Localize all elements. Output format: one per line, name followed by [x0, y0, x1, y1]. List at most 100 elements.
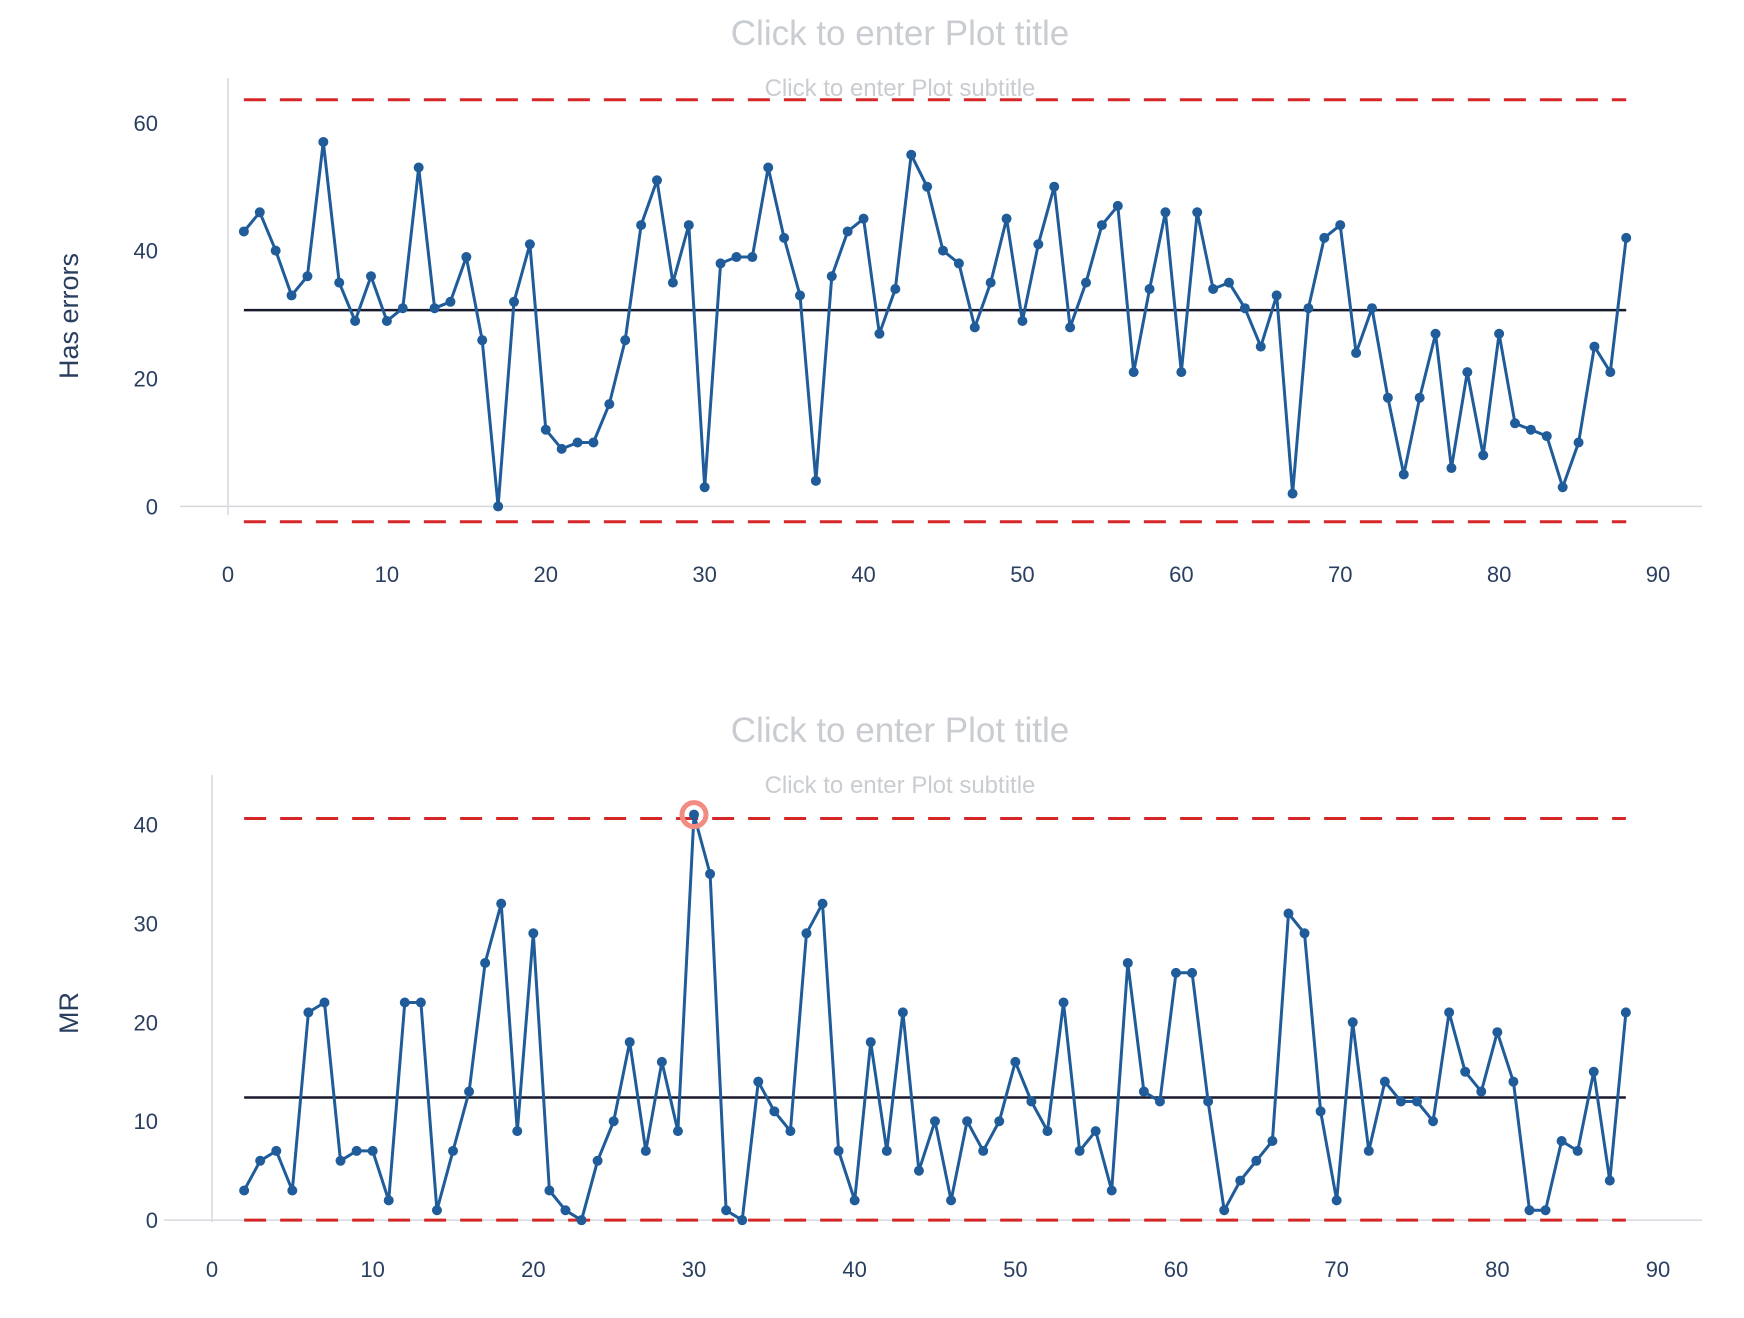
data-point[interactable] [1081, 277, 1091, 288]
data-point[interactable] [897, 1007, 908, 1018]
data-point[interactable] [351, 1145, 362, 1156]
data-point[interactable] [1589, 341, 1600, 352]
data-point[interactable] [930, 1116, 940, 1127]
data-point[interactable] [496, 898, 507, 909]
data-point[interactable] [842, 226, 853, 237]
data-point[interactable] [683, 220, 694, 231]
data-point[interactable] [1033, 239, 1044, 250]
data-point[interactable] [461, 252, 472, 263]
data-point[interactable] [699, 482, 710, 493]
data-point[interactable] [1621, 232, 1632, 243]
data-point[interactable] [509, 296, 519, 307]
data-point[interactable] [431, 1205, 442, 1216]
out-of-control-marker[interactable] [679, 800, 709, 830]
data-point[interactable] [367, 1145, 378, 1156]
data-point[interactable] [1319, 232, 1330, 243]
data-point[interactable] [731, 252, 742, 263]
data-point[interactable] [1090, 1126, 1101, 1137]
data-point[interactable] [448, 1145, 458, 1156]
data-point[interactable] [1138, 1086, 1149, 1097]
data-point[interactable] [1444, 1007, 1455, 1018]
data-point[interactable] [464, 1086, 475, 1097]
data-point[interactable] [335, 1155, 346, 1166]
data-point[interactable] [381, 315, 392, 326]
data-point[interactable] [1128, 367, 1139, 378]
plot-subtitle[interactable]: Click to enter Plot subtitle [765, 772, 1036, 799]
data-point[interactable] [270, 245, 281, 256]
data-point[interactable] [1525, 424, 1536, 435]
data-point[interactable] [1510, 418, 1520, 429]
data-point[interactable] [810, 475, 821, 486]
data-point[interactable] [399, 997, 410, 1008]
data-point[interactable] [1335, 220, 1346, 231]
data-point[interactable] [1398, 469, 1409, 480]
data-point[interactable] [1524, 1205, 1535, 1216]
data-point[interactable] [849, 1195, 860, 1206]
data-point[interactable] [1428, 1116, 1439, 1127]
data-point[interactable] [1096, 220, 1107, 231]
data-point[interactable] [1315, 1106, 1326, 1117]
data-point[interactable] [1042, 1126, 1053, 1137]
data-point[interactable] [1572, 1145, 1583, 1156]
data-point[interactable] [1187, 967, 1198, 978]
data-point[interactable] [588, 437, 599, 448]
data-point[interactable] [672, 1126, 683, 1137]
data-point[interactable] [747, 252, 758, 263]
data-point[interactable] [429, 303, 440, 314]
data-point[interactable] [303, 1007, 314, 1018]
data-point[interactable] [620, 335, 631, 346]
data-point[interactable] [239, 1185, 250, 1196]
data-point[interactable] [906, 149, 917, 160]
data-point[interactable] [1065, 322, 1076, 333]
data-point[interactable] [938, 245, 948, 256]
data-point[interactable] [817, 898, 828, 909]
data-point[interactable] [318, 136, 329, 147]
data-point[interactable] [1255, 341, 1266, 352]
data-point[interactable] [913, 1165, 924, 1176]
data-point[interactable] [1478, 450, 1489, 461]
data-point[interactable] [994, 1116, 1005, 1127]
data-point[interactable] [413, 162, 424, 173]
data-point[interactable] [667, 277, 678, 288]
data-point[interactable] [753, 1076, 764, 1087]
data-point[interactable] [1112, 200, 1123, 211]
data-point[interactable] [715, 258, 726, 269]
data-point[interactable] [1058, 997, 1069, 1008]
data-point[interactable] [763, 162, 774, 173]
plot-subtitle[interactable]: Click to enter Plot subtitle [765, 75, 1036, 102]
plot-title[interactable]: Click to enter Plot title [731, 14, 1069, 53]
data-point[interactable] [1001, 213, 1012, 224]
data-point[interactable] [922, 181, 933, 192]
data-point[interactable] [1395, 1096, 1406, 1107]
data-point[interactable] [640, 1145, 651, 1156]
data-point[interactable] [528, 928, 539, 939]
data-point[interactable] [1494, 328, 1505, 339]
data-point[interactable] [1414, 392, 1425, 403]
data-point[interactable] [1588, 1066, 1599, 1077]
data-point[interactable] [397, 303, 408, 314]
data-point[interactable] [1382, 392, 1393, 403]
data-point[interactable] [874, 328, 885, 339]
data-point[interactable] [1430, 328, 1441, 339]
data-point[interactable] [624, 1037, 635, 1048]
data-point[interactable] [1508, 1076, 1519, 1087]
data-point[interactable] [1412, 1096, 1422, 1107]
data-point[interactable] [1604, 1175, 1615, 1186]
data-point[interactable] [1347, 1017, 1358, 1028]
data-point[interactable] [1303, 303, 1314, 314]
data-point[interactable] [1287, 488, 1298, 499]
data-point[interactable] [560, 1205, 571, 1216]
data-point[interactable] [1460, 1066, 1471, 1077]
data-point[interactable] [608, 1116, 619, 1127]
data-point[interactable] [366, 271, 376, 282]
data-point[interactable] [1074, 1145, 1085, 1156]
data-point[interactable] [287, 1185, 298, 1196]
data-point[interactable] [255, 1155, 266, 1166]
data-point[interactable] [1017, 315, 1028, 326]
data-point[interactable] [576, 1215, 587, 1226]
data-point[interactable] [271, 1145, 282, 1156]
data-point[interactable] [1573, 437, 1584, 448]
data-point[interactable] [604, 399, 615, 410]
data-point[interactable] [1176, 367, 1187, 378]
data-point[interactable] [1446, 463, 1457, 474]
